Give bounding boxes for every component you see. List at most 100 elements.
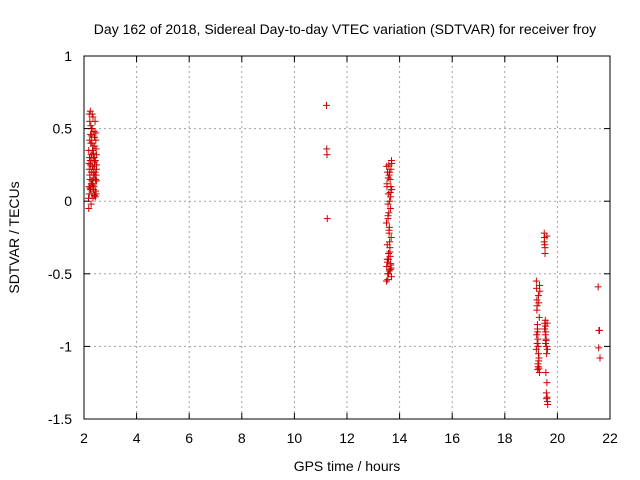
x-tick-label: 8 [238,430,246,446]
data-point-marker [92,171,100,179]
data-point-marker [91,133,99,141]
data-point-marker [85,146,93,154]
data-point-marker [384,215,392,223]
x-tick-label: 14 [392,430,408,446]
y-tick-label: 1 [64,48,72,64]
data-point-marker [323,151,331,159]
data-point-marker [385,270,393,278]
y-tick-label: -1.5 [48,411,72,427]
x-tick-label: 6 [185,430,193,446]
data-point-marker [595,326,603,334]
data-point-marker [387,157,395,165]
data-point-marker [542,339,550,347]
data-point-marker [89,142,97,150]
data-point-marker [386,188,394,196]
data-point-marker [533,306,541,314]
data-point-marker [534,292,542,300]
data-point-marker [86,171,94,179]
data-point-marker [387,273,395,281]
data-point-marker [385,171,393,179]
data-point-marker [534,363,542,371]
data-point-marker [384,276,392,284]
data-point-marker [533,339,541,347]
data-point-marker [534,350,542,358]
data-point-marker [92,136,100,144]
data-points [84,101,604,408]
data-point-marker [541,244,549,252]
x-tick-label: 10 [287,430,303,446]
data-point-marker [92,145,100,153]
data-point-marker [88,132,96,140]
data-point-marker [387,183,395,191]
data-point-marker [89,168,97,176]
data-point-marker [387,264,395,272]
data-point-marker [322,101,330,109]
data-point-marker [91,193,99,201]
y-tick-label: -1 [60,338,73,354]
data-point-marker [91,191,99,199]
data-point-marker [533,331,541,339]
data-point-marker [540,238,548,246]
data-point-marker [542,337,550,345]
data-point-marker [387,261,395,269]
data-point-marker [535,364,543,372]
data-point-marker [87,151,95,159]
grid-lines [84,56,610,419]
data-point-marker [92,190,100,198]
data-point-marker [88,154,96,162]
data-point-marker [90,183,98,191]
data-point-marker [385,229,393,237]
data-point-marker [533,325,541,333]
x-tick-label: 22 [602,430,618,446]
data-point-marker [86,136,94,144]
data-point-marker [91,161,99,169]
data-point-marker [386,204,394,212]
data-point-marker [384,174,392,182]
data-point-marker [384,200,392,208]
y-tick-labels: -1.5 -1 -0.5 0 0.5 1 [48,48,72,427]
data-point-marker [386,175,394,183]
data-point-marker [85,190,93,198]
data-point-marker [387,234,395,241]
data-point-marker [596,354,604,362]
data-point-marker [383,180,391,188]
data-point-marker [388,186,396,194]
data-point-marker [595,344,603,352]
data-point-marker [92,129,100,137]
data-point-marker [85,204,93,212]
data-point-marker [532,345,540,353]
data-point-marker [88,110,96,118]
y-tick-label: -0.5 [48,266,72,282]
data-point-marker [382,219,390,227]
data-point-marker [87,130,95,138]
data-point-marker [86,184,94,192]
data-point-marker [533,284,541,292]
data-point-marker [534,366,542,374]
data-point-marker [386,197,394,205]
data-point-marker [543,232,551,240]
data-point-marker [543,350,551,358]
y-tick-label: 0 [64,193,72,209]
data-point-marker [382,277,390,285]
data-point-marker [536,281,544,289]
x-tick-label: 12 [339,430,355,446]
data-point-marker [543,395,551,403]
data-point-marker [87,186,95,194]
x-tick-label: 16 [444,430,460,446]
data-point-marker [91,117,99,125]
y-axis-title: SDTVAR / TECUs [6,181,22,293]
data-point-marker [535,299,543,307]
data-point-marker [543,379,551,387]
data-point-marker [534,335,542,343]
x-tick-label: 2 [80,430,88,446]
data-point-marker [89,113,97,121]
data-point-marker [594,283,602,291]
data-point-marker [383,162,391,170]
data-point-marker [385,209,393,217]
data-point-marker [383,255,391,263]
data-point-marker [543,345,551,353]
data-point-marker [541,331,549,339]
x-tick-label: 4 [133,430,141,446]
x-tick-labels: 2 4 6 8 10 12 14 16 18 20 22 [80,430,618,446]
